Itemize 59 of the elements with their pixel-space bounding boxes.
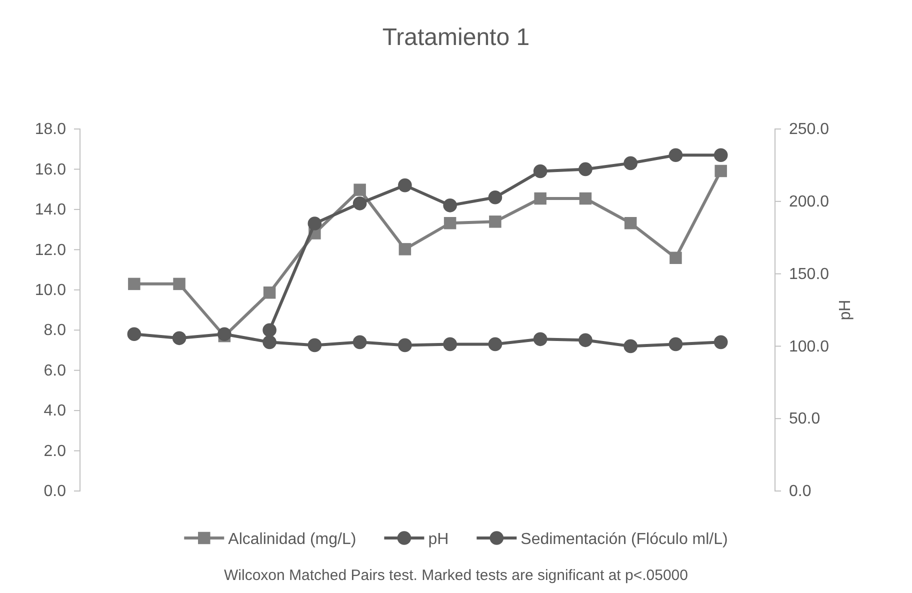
- y-tick-label: 10.0: [34, 282, 66, 300]
- point: [352, 196, 367, 210]
- point: [714, 164, 727, 178]
- legend-label: Alcalinidad (mg/L): [228, 531, 356, 548]
- point: [578, 333, 592, 348]
- point: [444, 216, 456, 230]
- point: [262, 335, 276, 350]
- y-tick-label: 8.0: [44, 322, 66, 340]
- point: [668, 148, 683, 162]
- point: [489, 216, 502, 228]
- point: [668, 337, 683, 352]
- legend-label: pH: [428, 531, 449, 548]
- y2-tick-label: 150.0: [789, 266, 830, 283]
- point: [127, 327, 142, 342]
- point: [533, 164, 548, 178]
- legend-label: Sedimentación (Flóculo ml/L): [520, 531, 728, 548]
- y-tick-label: 18.0: [34, 121, 66, 138]
- point: [488, 190, 502, 204]
- chart-title: Tratamiento 1: [382, 24, 530, 51]
- y2-tick-label: 0.0: [789, 483, 812, 500]
- point: [354, 184, 366, 196]
- point: [352, 335, 367, 350]
- text: Wilcoxon Matched Pairs test. Marked tests are significant at p<.05000: [224, 567, 688, 584]
- point: [443, 198, 457, 212]
- y2-tick-label: 250.0: [789, 121, 830, 138]
- point: [398, 178, 412, 192]
- y2-tick-label: 50.0: [789, 410, 820, 428]
- y-tick-label: 14.0: [34, 202, 66, 219]
- point: [262, 323, 276, 338]
- point: [398, 338, 412, 352]
- point: [533, 332, 548, 346]
- point: [670, 252, 682, 264]
- point: [263, 286, 276, 299]
- y-tick-label: 2.0: [44, 442, 66, 460]
- point: [714, 335, 728, 350]
- point: [624, 339, 638, 354]
- y-tick-label: 16.0: [34, 161, 66, 178]
- point: [173, 278, 186, 290]
- y2-tick-label: 100.0: [789, 338, 830, 356]
- y-tick-label: 4.0: [44, 402, 66, 420]
- y2-tick-label: 200.0: [789, 194, 830, 211]
- point: [308, 216, 322, 230]
- point: [488, 337, 502, 352]
- point: [128, 278, 140, 290]
- y-tick-label: 12.0: [34, 242, 66, 259]
- point: [308, 338, 322, 352]
- point: [534, 192, 546, 205]
- point: [624, 156, 638, 170]
- y2-axis-title: pH: [837, 300, 854, 320]
- point: [218, 327, 232, 342]
- point: [172, 331, 186, 346]
- point: [714, 148, 728, 162]
- y-tick-label: 6.0: [44, 362, 66, 380]
- point: [578, 162, 592, 176]
- point: [624, 216, 637, 230]
- y-tick-label: 0.0: [44, 483, 66, 500]
- point: [443, 337, 457, 352]
- point: [398, 243, 412, 256]
- point: [579, 192, 592, 205]
